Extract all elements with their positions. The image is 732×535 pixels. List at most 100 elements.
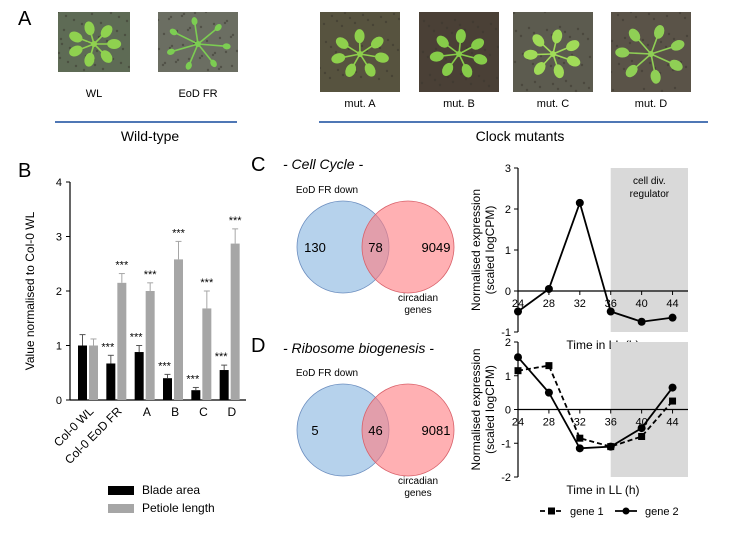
soil-speckle: [433, 78, 437, 82]
leaf-blade: [214, 24, 222, 32]
plant-photo-image: [320, 12, 400, 92]
soil-speckle: [225, 19, 229, 23]
soil-speckle: [489, 22, 493, 26]
soil-speckle: [514, 29, 518, 33]
legend-item-blade-area: Blade area: [108, 483, 215, 497]
soil-speckle: [496, 45, 499, 49]
soil-speckle: [476, 25, 480, 29]
bar-blade-area-col-0-eod-fr: [106, 363, 116, 400]
soil-speckle: [574, 89, 578, 92]
line-cell-cycle-y-label-line1: Normalised expression: [469, 189, 483, 311]
venn-cell-cycle-count-right: 9049: [422, 240, 451, 255]
line-ribosome-point-gene-1-40: [638, 433, 646, 440]
leaf-blade: [653, 25, 665, 39]
soil-speckle: [360, 44, 364, 48]
soil-speckle: [334, 50, 338, 54]
soil-speckle: [563, 30, 567, 34]
soil-speckle: [324, 40, 328, 44]
soil-speckle: [181, 43, 185, 47]
leaf-blade: [375, 52, 389, 63]
soil-speckle: [158, 47, 161, 51]
soil-speckle: [64, 14, 68, 18]
soil-speckle: [379, 15, 383, 19]
leaf-blade: [553, 64, 564, 79]
soil-speckle: [204, 12, 208, 14]
venn-ribosome-count-right: 9081: [422, 423, 451, 438]
soil-speckle: [640, 69, 644, 73]
soil-speckle: [212, 22, 216, 26]
line-cell-cycle-shaded-label-line2: regulator: [630, 189, 670, 200]
soil-speckle: [513, 12, 516, 15]
soil-speckle: [551, 82, 555, 86]
soil-speckle: [176, 58, 180, 62]
legend-label-blade-area: Blade area: [142, 483, 201, 497]
soil-speckle: [396, 48, 400, 52]
legend-item-petiole-length: Petiole length: [108, 501, 215, 515]
bar-petiole-length-col-0-wl: [89, 345, 98, 400]
soil-speckle: [378, 46, 382, 50]
soil-speckle: [678, 12, 682, 15]
soil-speckle: [330, 14, 334, 18]
leaf-blade: [471, 38, 485, 50]
petiole-stroke: [170, 43, 199, 53]
bar-blade-area-c: [191, 390, 201, 400]
leaf-blade: [210, 59, 217, 68]
venn-ribosome-set-right: [361, 383, 455, 477]
soil-speckle: [68, 46, 72, 50]
leaf-blade: [169, 28, 178, 36]
soil-speckle: [672, 37, 676, 41]
leaf-blade: [566, 55, 581, 67]
soil-speckle: [556, 87, 560, 91]
soil-speckle: [564, 79, 568, 83]
soil-speckle: [335, 19, 339, 23]
photo-label-wl: WL: [85, 88, 103, 100]
leaf-blade: [331, 53, 346, 64]
soil-speckle: [60, 42, 64, 46]
plant-photo-image: [513, 12, 593, 92]
rosette-center: [648, 51, 654, 57]
plant-photo-mut-a: [320, 12, 400, 92]
soil-speckle: [587, 86, 591, 90]
soil-speckle: [513, 60, 517, 64]
soil-speckle: [230, 64, 234, 68]
soil-speckle: [652, 17, 656, 21]
soil-speckle: [533, 80, 537, 84]
leaf-blade: [370, 36, 384, 49]
soil-speckle: [527, 26, 531, 30]
photo-label-mut-b: mut. B: [443, 98, 475, 110]
leaf-blade: [335, 37, 349, 49]
significance-blade-area-b: ***: [158, 360, 172, 372]
soil-speckle: [622, 67, 626, 71]
bar-chart-y-tick-label: 4: [56, 177, 62, 189]
venn-cell-cycle-count-left: 130: [304, 240, 326, 255]
soil-speckle: [115, 29, 119, 33]
soil-speckle: [353, 21, 357, 25]
plant-photo-image: [419, 12, 499, 92]
soil-speckle: [438, 83, 442, 87]
soil-speckle: [323, 71, 327, 75]
soil-speckle: [570, 53, 574, 57]
leaf-blade: [670, 40, 685, 51]
soil-speckle: [660, 89, 664, 92]
wild-type-group-label: Wild-type: [120, 128, 180, 144]
soil-speckle: [377, 77, 381, 81]
soil-speckle: [483, 48, 487, 52]
venn-title-ribosome: - Ribosome biogenesis -: [283, 340, 434, 356]
soil-speckle: [549, 64, 553, 68]
bar-chart-x-tick-label-c: C: [199, 405, 208, 419]
petiole-stroke: [197, 43, 227, 48]
line-ribosome-y-tick-label: 0: [505, 405, 511, 417]
soil-speckle: [519, 34, 523, 38]
leaf-blade: [473, 54, 488, 65]
line-cell-cycle-point-0-40: [637, 317, 646, 326]
venn-ribosome-count-left: 5: [311, 423, 318, 438]
plant-photo-image: [58, 12, 130, 72]
line-ribosome-x-label: Time in LL (h): [566, 483, 639, 497]
rosette-center: [550, 51, 556, 57]
panel-letter-b: B: [18, 160, 32, 182]
soil-speckle: [119, 61, 123, 65]
soil-speckle: [434, 47, 438, 51]
soil-speckle: [174, 60, 178, 64]
soil-speckle: [74, 64, 78, 68]
